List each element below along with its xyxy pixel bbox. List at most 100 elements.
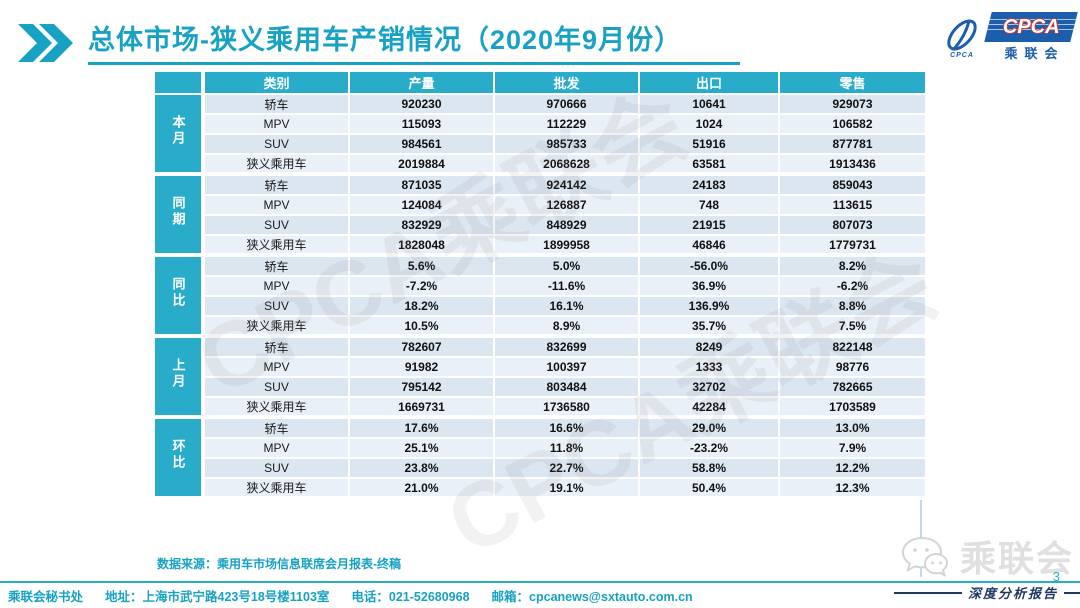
table-row: 同期 轿车 871035 924142 24183 859043: [155, 176, 925, 257]
category-cell: 狭义乘用车: [205, 155, 350, 176]
value-cell: 50.4%: [640, 479, 780, 500]
category-cell: 轿车: [205, 419, 350, 439]
category-cell: MPV: [205, 277, 350, 297]
footer-phone: 电话：021-52680968: [351, 590, 470, 604]
column-header: 出口: [640, 72, 780, 95]
cpca-logo: CPCA CPCA 乘联会: [940, 12, 1078, 62]
value-cell: 795142: [350, 378, 495, 398]
footer-email: 邮箱：cpcanews@sxtauto.com.cn: [491, 590, 693, 604]
value-cell: 13.0%: [780, 419, 925, 439]
value-cell: 807073: [780, 216, 925, 236]
table-row: MPV 91982 100397 1333 98776: [155, 358, 925, 378]
value-cell: 106582: [780, 115, 925, 135]
value-cell: 19.1%: [495, 479, 640, 500]
value-cell: 22.7%: [495, 459, 640, 479]
value-cell: 2068628: [495, 155, 640, 176]
value-cell: 18.2%: [350, 297, 495, 317]
category-cell: SUV: [205, 216, 350, 236]
value-cell: 35.7%: [640, 317, 780, 338]
report-type-label: 深度分析报告: [893, 583, 1080, 602]
value-cell: 924142: [495, 176, 640, 196]
double-chevron-icon: [18, 24, 74, 67]
value-cell: 11.8%: [495, 439, 640, 459]
value-cell: 23.8%: [350, 459, 495, 479]
table-row: SUV 18.2% 16.1% 136.9% 8.8%: [155, 297, 925, 317]
table-row: MPV 124084 126887 748 113615: [155, 196, 925, 216]
value-cell: 920230: [350, 95, 495, 115]
table-row: 同比 轿车 5.6% 5.0% -56.0% 8.2%: [155, 257, 925, 338]
value-cell: 115093: [350, 115, 495, 135]
cpca-logo-banner: CPCA: [984, 12, 1078, 42]
table-corner-cell: [155, 72, 205, 95]
value-cell: 46846: [640, 236, 780, 257]
value-cell: 98776: [780, 358, 925, 378]
value-cell: 12.2%: [780, 459, 925, 479]
value-cell: 8.9%: [495, 317, 640, 338]
value-cell: 16.6%: [495, 419, 640, 439]
group-label-4: 上月: [155, 338, 205, 419]
category-cell: MPV: [205, 358, 350, 378]
value-cell: -6.2%: [780, 277, 925, 297]
table-row: SUV 984561 985733 51916 877781: [155, 135, 925, 155]
value-cell: 21915: [640, 216, 780, 236]
value-cell: 877781: [780, 135, 925, 155]
value-cell: -7.2%: [350, 277, 495, 297]
value-cell: 8.8%: [780, 297, 925, 317]
value-cell: -23.2%: [640, 439, 780, 459]
value-cell: 803484: [495, 378, 640, 398]
value-cell: 21.0%: [350, 479, 495, 500]
category-cell: SUV: [205, 297, 350, 317]
group-label-5: 环比: [155, 419, 205, 500]
value-cell: 25.1%: [350, 439, 495, 459]
value-cell: 51916: [640, 135, 780, 155]
value-cell: 91982: [350, 358, 495, 378]
table-header-row: 类别 产量 批发 出口 零售: [155, 72, 925, 95]
value-cell: 124084: [350, 196, 495, 216]
value-cell: 1899958: [495, 236, 640, 257]
category-cell: 狭义乘用车: [205, 398, 350, 419]
value-cell: 984561: [350, 135, 495, 155]
label-line-left: [893, 591, 962, 594]
value-cell: 970666: [495, 95, 640, 115]
value-cell: 822148: [780, 338, 925, 358]
cpca-logo-text: CPCA 乘联会: [984, 12, 1078, 62]
value-cell: 7.5%: [780, 317, 925, 338]
value-cell: 832699: [495, 338, 640, 358]
chat-bubbles-icon: [901, 536, 948, 577]
value-cell: 5.0%: [495, 257, 640, 277]
value-cell: 1736580: [495, 398, 640, 419]
label-line-right: [1064, 591, 1080, 594]
value-cell: 1913436: [780, 155, 925, 176]
table-row: SUV 832929 848929 21915 807073: [155, 216, 925, 236]
value-cell: 1703589: [780, 398, 925, 419]
category-cell: SUV: [205, 459, 350, 479]
value-cell: 29.0%: [640, 419, 780, 439]
value-cell: 24183: [640, 176, 780, 196]
report-type-text: 深度分析报告: [967, 586, 1058, 601]
watermark-org-name: 乘联会: [959, 538, 1074, 579]
table-row: MPV -7.2% -11.6% 36.9% -6.2%: [155, 277, 925, 297]
cpca-watermark-logo: 乘联会: [900, 530, 1074, 582]
footer-org: 乘联会秘书处: [8, 590, 84, 604]
value-cell: 58.8%: [640, 459, 780, 479]
value-cell: 859043: [780, 176, 925, 196]
value-cell: 748: [640, 196, 780, 216]
footer-address: 地址：上海市武宁路423号18号楼1103室: [105, 590, 330, 604]
value-cell: 126887: [495, 196, 640, 216]
value-cell: 2019884: [350, 155, 495, 176]
group-label-2: 同期: [155, 176, 205, 257]
cpca-logo-icon: CPCA: [940, 16, 984, 59]
category-cell: 狭义乘用车: [205, 317, 350, 338]
category-cell: 狭义乘用车: [205, 236, 350, 257]
value-cell: -56.0%: [640, 257, 780, 277]
table-row: MPV 115093 112229 1024 106582: [155, 115, 925, 135]
table-row: 上月 轿车 782607 832699 8249 822148: [155, 338, 925, 419]
cpca-logo-caption: CPCA: [950, 51, 974, 59]
category-cell: 轿车: [205, 257, 350, 277]
column-header: 类别: [205, 72, 350, 95]
value-cell: 10641: [640, 95, 780, 115]
category-cell: SUV: [205, 135, 350, 155]
category-cell: 轿车: [205, 338, 350, 358]
page-title: 总体市场-狭义乘用车产销情况（2020年9月份）: [88, 18, 741, 65]
production-sales-table: 类别 产量 批发 出口 零售 本月 轿车 920230 970666 10641 929073 MP…: [155, 72, 925, 500]
